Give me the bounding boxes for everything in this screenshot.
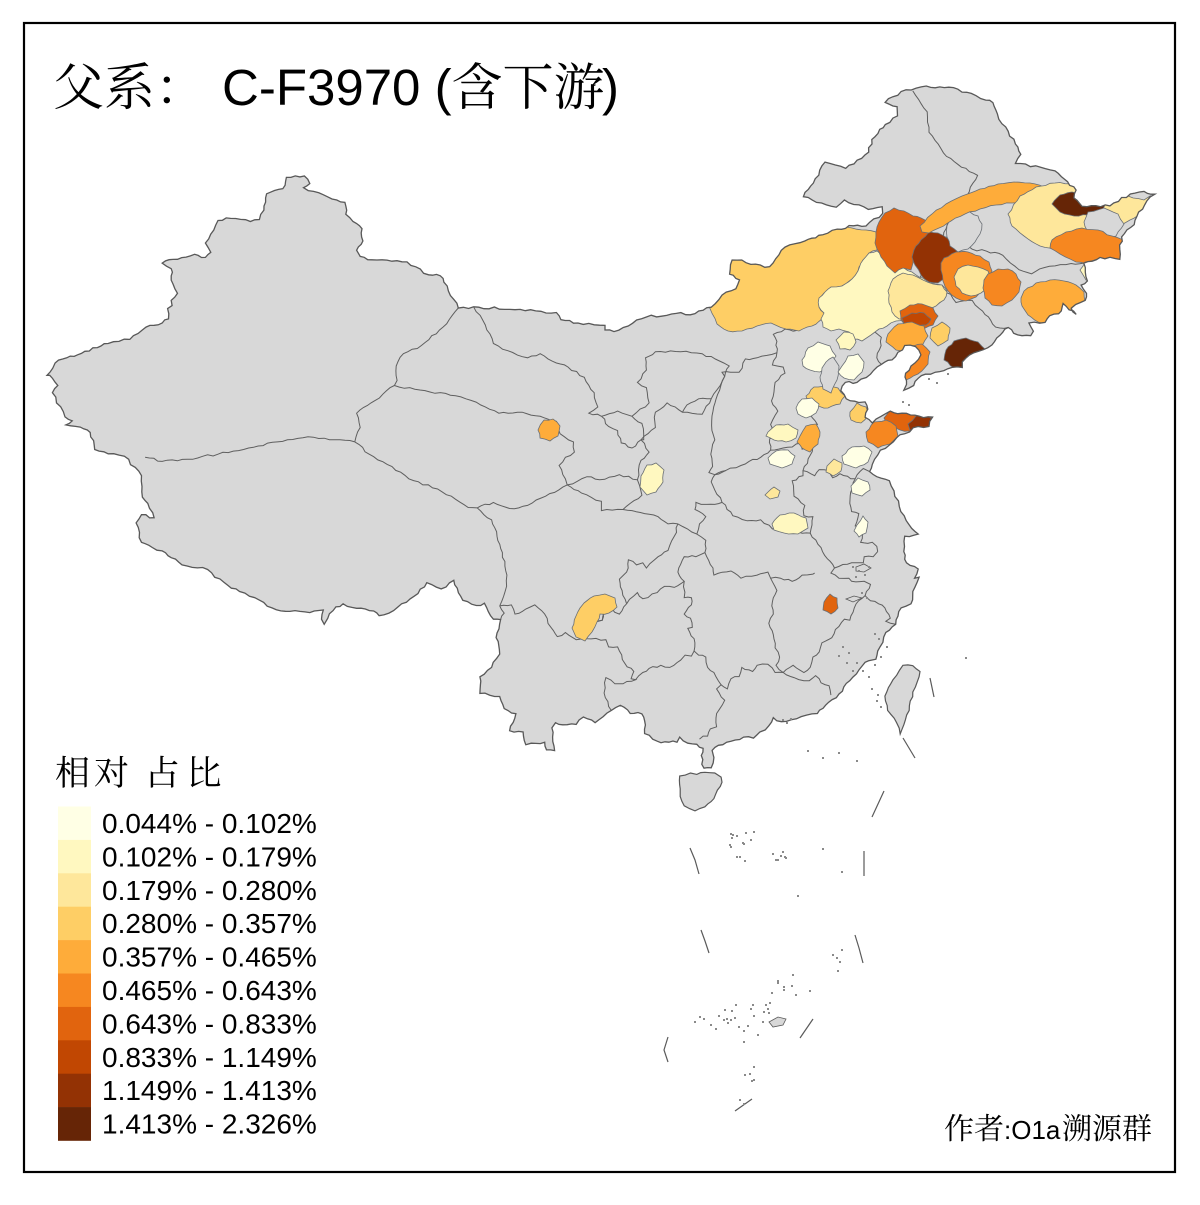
svg-text:1.149% - 1.413%: 1.149% - 1.413% — [102, 1075, 317, 1106]
svg-text::O1a: :O1a — [1004, 1115, 1061, 1145]
svg-text:0.357% - 0.465%: 0.357% - 0.465% — [102, 942, 317, 973]
svg-text:0.179% - 0.280%: 0.179% - 0.280% — [102, 875, 317, 906]
svg-text:0.465% - 0.643%: 0.465% - 0.643% — [102, 975, 317, 1006]
svg-text:C-F3970 (: C-F3970 ( — [222, 59, 452, 116]
svg-text:1.413% - 2.326%: 1.413% - 2.326% — [102, 1109, 317, 1140]
svg-text:0.102% - 0.179%: 0.102% - 0.179% — [102, 841, 317, 872]
svg-text:0.044% - 0.102%: 0.044% - 0.102% — [102, 808, 317, 839]
svg-text:0.280% - 0.357%: 0.280% - 0.357% — [102, 908, 317, 939]
svg-text:): ) — [602, 59, 619, 116]
svg-text:0.643% - 0.833%: 0.643% - 0.833% — [102, 1008, 317, 1039]
svg-text:0.833% - 1.149%: 0.833% - 1.149% — [102, 1042, 317, 1073]
